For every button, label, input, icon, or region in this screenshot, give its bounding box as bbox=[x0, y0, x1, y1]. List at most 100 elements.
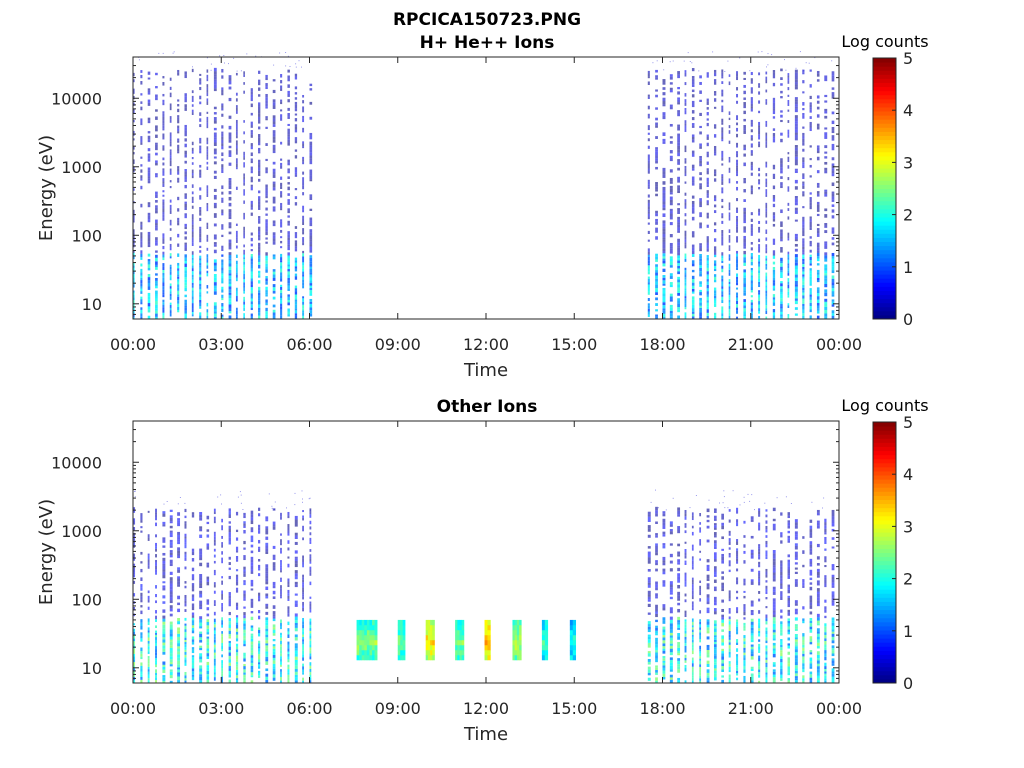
figure-title: RPCICA150723.PNG bbox=[393, 10, 581, 30]
x-tick-label: 15:00 bbox=[551, 699, 597, 718]
colorbar-tick-label: 4 bbox=[903, 465, 913, 484]
colorbar-cell bbox=[873, 241, 896, 247]
spectrogram-strip bbox=[221, 518, 223, 683]
spectrogram-strip bbox=[743, 71, 746, 319]
x-tick-label: 00:00 bbox=[110, 335, 156, 354]
colorbar-cell bbox=[873, 601, 896, 607]
spectrogram-strip bbox=[662, 511, 666, 680]
colorbar-cell bbox=[873, 638, 896, 643]
colorbar-cell bbox=[873, 82, 896, 88]
spectrogram-strip bbox=[155, 508, 157, 683]
spectrogram-strip bbox=[647, 70, 650, 317]
colorbar-cell bbox=[873, 139, 896, 145]
colorbar-cell bbox=[873, 491, 896, 496]
spectrogram-strip bbox=[662, 79, 666, 319]
spectrogram-strip bbox=[831, 509, 835, 683]
colorbar-cell bbox=[873, 430, 896, 435]
colorbar-cell bbox=[873, 314, 896, 320]
colorbar-cell bbox=[873, 221, 896, 226]
spectrogram-strip bbox=[243, 512, 246, 683]
colorbar-label: Log counts bbox=[841, 396, 928, 415]
colorbar-cell bbox=[873, 119, 896, 124]
spectrogram-strip bbox=[258, 70, 261, 319]
spectrogram-strip bbox=[669, 521, 673, 683]
colorbar-cell bbox=[873, 556, 896, 562]
spectrogram-strip bbox=[787, 73, 790, 319]
colorbar-tick-label: 5 bbox=[903, 413, 913, 432]
colorbar-cell bbox=[873, 155, 896, 161]
spectrogram-strip bbox=[765, 509, 768, 683]
spectrogram-strip bbox=[147, 510, 150, 683]
spectrogram-strip bbox=[177, 512, 181, 683]
spectrogram-strip bbox=[809, 519, 813, 683]
spectrogram-strip bbox=[758, 508, 761, 683]
panel-other-ions: Other Ions 00:00 03:00 06:00 09:00 12:00 15:0… bbox=[36, 396, 929, 745]
colorbar-cell bbox=[873, 106, 896, 112]
colorbar-cell bbox=[873, 131, 896, 136]
colorbar-cell bbox=[873, 552, 896, 558]
colorbar-cell bbox=[873, 678, 896, 684]
spectrogram-strip bbox=[750, 71, 753, 319]
colorbar-tick-label: 3 bbox=[903, 517, 913, 536]
colorbar-cell bbox=[873, 286, 896, 291]
colorbar-frame bbox=[872, 57, 897, 320]
colorbar-cell bbox=[873, 617, 896, 623]
spectrogram-strip bbox=[177, 69, 180, 313]
spectrogram-strip bbox=[728, 509, 731, 683]
colorbar-tick-label: 1 bbox=[903, 258, 913, 277]
colorbar-cell bbox=[873, 568, 896, 574]
colorbar-cell bbox=[873, 670, 896, 676]
spectrogram-strip bbox=[824, 75, 828, 319]
colorbar-cell bbox=[873, 422, 896, 427]
colorbar-cell bbox=[873, 94, 896, 100]
spectrogram-strip bbox=[213, 508, 216, 681]
colorbar-cell bbox=[873, 666, 896, 672]
axes: 00:00 03:00 06:00 09:00 12:00 15:00 18:00 21:00… bbox=[51, 56, 862, 354]
colorbar-cell bbox=[873, 265, 896, 271]
colorbar-cell bbox=[873, 629, 896, 635]
spectrogram-strip bbox=[713, 69, 717, 319]
spectrogram-strip bbox=[155, 72, 158, 319]
spectrogram-strip bbox=[265, 74, 268, 319]
colorbar-cell bbox=[873, 261, 896, 267]
colorbar-cell bbox=[873, 515, 896, 521]
panel-title: Other Ions bbox=[437, 397, 538, 417]
colorbar-cell bbox=[873, 642, 896, 647]
colorbar-cell bbox=[873, 302, 896, 308]
spectrogram-strip bbox=[780, 512, 783, 681]
spectrogram-strip bbox=[243, 71, 245, 319]
colorbar-cell bbox=[873, 212, 896, 218]
spectrogram-strip bbox=[280, 512, 282, 683]
y-axis-label: Energy (eV) bbox=[36, 135, 57, 241]
spectrogram-strip bbox=[258, 507, 261, 678]
colorbar: 0 1 2 3 4 5 bbox=[872, 413, 913, 693]
spectrogram-strip bbox=[802, 536, 805, 683]
spectrogram-area bbox=[133, 51, 835, 319]
colorbar-cell bbox=[873, 188, 896, 194]
colorbar-cell bbox=[873, 426, 896, 431]
x-tick-label: 00:00 bbox=[110, 699, 156, 718]
spectrogram-strip bbox=[706, 508, 710, 683]
colorbar-cell bbox=[873, 658, 896, 664]
colorbar-cell bbox=[873, 572, 896, 578]
colorbar-cell bbox=[873, 654, 896, 660]
colorbar-cell bbox=[873, 225, 896, 230]
colorbar-frame bbox=[872, 421, 897, 684]
colorbar-cell bbox=[873, 196, 896, 202]
x-tick-label: 12:00 bbox=[463, 699, 509, 718]
y-tick-label: 10 bbox=[82, 295, 102, 314]
spectrogram-strip bbox=[309, 508, 312, 683]
ion-block bbox=[356, 619, 378, 661]
spectrogram-strip bbox=[169, 509, 173, 683]
colorbar-cell bbox=[873, 581, 896, 586]
spectrogram-strip bbox=[684, 509, 687, 683]
colorbar-cell bbox=[873, 479, 896, 484]
colorbar-cell bbox=[873, 115, 896, 120]
spectrogram-strip bbox=[191, 68, 194, 317]
colorbar-cell bbox=[873, 532, 896, 537]
spectrogram-strip bbox=[691, 512, 694, 683]
colorbar-cell bbox=[873, 257, 896, 263]
colorbar-cell bbox=[873, 237, 896, 243]
spectrogram-strip bbox=[758, 72, 761, 319]
x-tick-label: 06:00 bbox=[286, 335, 332, 354]
